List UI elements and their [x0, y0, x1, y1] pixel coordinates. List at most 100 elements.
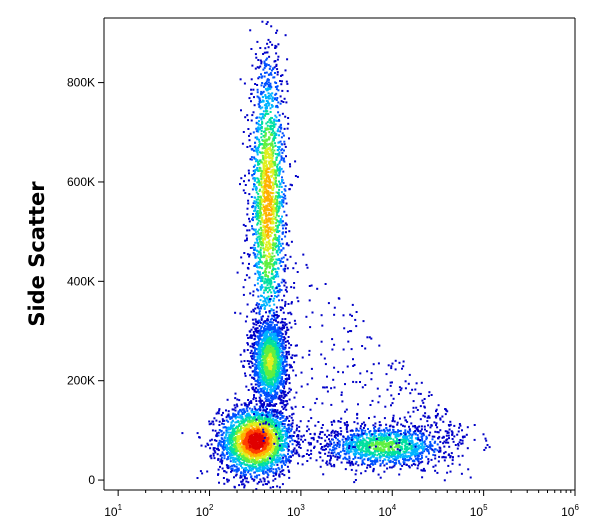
scatter-point — [240, 430, 243, 433]
scatter-point — [230, 446, 233, 449]
scatter-point — [233, 443, 235, 446]
scatter-point — [265, 179, 268, 182]
scatter-point — [267, 112, 270, 115]
scatter-point — [254, 447, 257, 449]
scatter-point — [267, 230, 270, 233]
scatter-point — [272, 222, 275, 225]
scatter-point — [283, 427, 286, 430]
scatter-point — [276, 196, 279, 199]
scatter-point — [258, 271, 261, 274]
scatter-point — [256, 223, 259, 226]
scatter-point — [232, 415, 235, 417]
scatter-point — [267, 236, 270, 239]
scatter-point — [274, 209, 277, 211]
scatter-point — [242, 474, 245, 477]
scatter-point — [276, 452, 279, 454]
scatter-point — [264, 82, 267, 84]
scatter-point — [287, 328, 290, 331]
scatter-point — [269, 332, 272, 335]
scatter-point — [235, 468, 238, 471]
scatter-point — [264, 231, 267, 234]
scatter-point — [257, 263, 260, 266]
scatter-point — [266, 100, 269, 103]
scatter-point — [278, 288, 281, 291]
scatter-point — [257, 198, 259, 201]
scatter-point — [256, 271, 259, 274]
scatter-point — [276, 409, 279, 412]
scatter-point — [272, 138, 275, 141]
scatter-point — [255, 237, 258, 240]
scatter-point — [276, 420, 279, 422]
scatter-point — [271, 148, 274, 151]
scatter-point — [248, 134, 250, 137]
scatter-point — [241, 466, 244, 469]
scatter-point — [261, 442, 264, 445]
scatter-point — [273, 440, 276, 443]
scatter-point — [268, 235, 271, 238]
scatter-point — [275, 105, 278, 107]
scatter-point — [245, 239, 248, 242]
scatter-point — [208, 420, 211, 423]
scatter-point — [253, 332, 256, 335]
scatter-point — [268, 452, 271, 455]
scatter-point — [285, 432, 288, 434]
scatter-point — [214, 429, 217, 432]
scatter-point — [276, 458, 279, 461]
scatter-point — [254, 196, 257, 199]
scatter-point — [250, 400, 253, 403]
scatter-point — [199, 470, 202, 473]
scatter-point — [287, 430, 290, 433]
scatter-point — [288, 461, 291, 464]
scatter-point — [287, 244, 290, 247]
scatter-point — [251, 427, 254, 430]
scatter-point — [259, 454, 262, 457]
scatter-point — [284, 442, 287, 445]
scatter-point — [269, 65, 272, 68]
scatter-point — [273, 60, 276, 63]
scatter-point — [271, 92, 274, 95]
scatter-point — [286, 242, 289, 245]
scatter-point — [264, 243, 267, 246]
scatter-point — [290, 450, 293, 453]
scatter-point — [275, 273, 278, 275]
scatter-point — [290, 286, 293, 289]
scatter-point — [265, 145, 268, 148]
scatter-point — [246, 425, 249, 428]
scatter-point — [272, 209, 275, 212]
scatter-point — [256, 138, 259, 141]
scatter-point — [233, 404, 236, 407]
scatter-point — [240, 448, 243, 451]
scatter-point — [263, 289, 266, 292]
scatter-point — [248, 427, 251, 430]
scatter-point — [268, 289, 271, 292]
scatter-point — [252, 449, 255, 451]
scatter-point — [258, 416, 261, 419]
scatter-point — [266, 57, 269, 60]
scatter-point — [288, 415, 291, 418]
scatter-point — [266, 262, 268, 265]
scatter-point — [222, 423, 225, 426]
scatter-point — [259, 124, 262, 127]
scatter-point — [270, 25, 273, 28]
scatter-point — [286, 446, 289, 448]
scatter-point — [272, 172, 275, 175]
scatter-point — [249, 446, 252, 449]
scatter-point — [259, 240, 261, 243]
scatter-point — [270, 441, 272, 443]
scatter-point — [278, 474, 281, 477]
scatter-point — [272, 258, 275, 261]
scatter-point — [279, 196, 281, 199]
scatter-point — [268, 83, 270, 86]
scatter-point — [301, 455, 304, 458]
scatter-point — [283, 149, 285, 152]
scatter-point — [274, 142, 276, 145]
scatter-point — [225, 409, 227, 412]
scatter-point — [271, 460, 274, 463]
scatter-point — [254, 169, 257, 171]
scatter-point — [262, 158, 265, 161]
scatter-point — [275, 286, 278, 289]
scatter-point — [259, 203, 262, 206]
scatter-point — [270, 341, 273, 344]
scatter-point — [268, 119, 271, 122]
scatter-point — [245, 480, 248, 483]
